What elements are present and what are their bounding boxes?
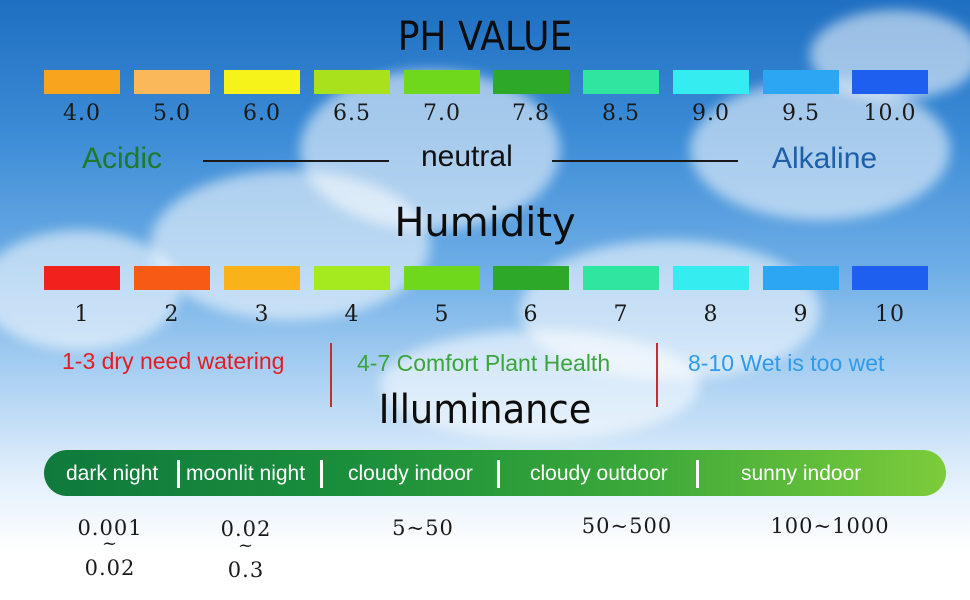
lux-range-moon-top: 0.02 [220,517,272,541]
humidity-swatch [673,266,749,290]
ph-value-label: 7.8 [512,101,550,126]
ph-swatch [224,70,300,94]
humidity-swatch [314,266,390,290]
lux-range-moon-bottom: 0.3 [227,558,265,582]
humidity-value-label: 7 [613,302,629,327]
lux-separator [177,460,180,488]
humidity-value-label: 3 [254,302,270,327]
illuminance-bar: dark night moonlit night cloudy indoor c… [44,450,946,496]
ph-value-label: 5.0 [153,101,191,126]
humidity-swatch [404,266,480,290]
humidity-swatch [493,266,569,290]
lux-segment-cloudy-indoor: cloudy indoor [348,462,473,485]
lux-range-dark-tilde: ~ [101,533,119,554]
humidity-title: Humidity [394,200,576,246]
humidity-swatch [852,266,928,290]
lux-range-cloudy-indoor: 5~50 [392,516,454,540]
lux-range-sunny-indoor: 100~1000 [770,514,890,538]
acidic-label: Acidic [82,142,163,175]
ph-swatch [404,70,480,94]
humidity-wet-label: 8-10 Wet is too wet [688,350,885,376]
lux-segment-cloudy-outdoor: cloudy outdoor [530,462,668,485]
neutral-label: neutral [421,140,513,173]
humidity-value-label: 5 [434,302,450,327]
cloud-decoration [380,330,700,440]
neutral-right-line [552,160,738,162]
humidity-dry-label: 1-3 dry need watering [62,348,285,374]
humidity-swatch [44,266,120,290]
ph-swatch [493,70,569,94]
humidity-divider [330,343,332,407]
humidity-swatch [224,266,300,290]
cloud-decoration [0,230,180,350]
lux-range-cloudy-outdoor: 50~500 [581,514,673,538]
ph-swatch [673,70,749,94]
humidity-divider [656,343,658,407]
lux-segment-dark-night: dark night [66,462,159,485]
ph-swatch [583,70,659,94]
humidity-comfort-label: 4-7 Comfort Plant Health [357,350,611,376]
lux-segment-moonlit-night: moonlit night [186,462,306,485]
ph-value-label: 6.5 [333,101,371,126]
humidity-value-label: 10 [875,302,905,327]
ph-value-label: 7.0 [423,101,461,126]
lux-separator [696,460,699,488]
lux-range-moon-tilde: ~ [237,535,255,556]
ph-value-label: 6.0 [243,101,281,126]
humidity-swatch [583,266,659,290]
humidity-value-label: 8 [703,302,719,327]
ph-swatch [134,70,210,94]
lux-separator [497,460,500,488]
ph-value-label: 9.5 [782,101,820,126]
illuminance-title: Illuminance [378,387,592,433]
ph-title: PH VALUE [397,14,573,60]
ph-swatch [44,70,120,94]
ph-swatch [852,70,928,94]
ph-value-label: 9.0 [692,101,730,126]
lux-segment-sunny-indoor: sunny indoor [741,462,862,485]
alkaline-label: Alkaline [772,142,878,175]
humidity-value-label: 1 [74,302,90,327]
ph-swatch [763,70,839,94]
humidity-swatch [763,266,839,290]
lux-separator [320,460,323,488]
lux-range-dark-bottom: 0.02 [84,556,136,580]
ph-value-label: 8.5 [602,101,640,126]
humidity-value-label: 2 [164,302,180,327]
ph-value-label: 4.0 [63,101,101,126]
ph-swatch [314,70,390,94]
humidity-value-label: 9 [793,302,809,327]
humidity-value-label: 6 [523,302,539,327]
humidity-value-label: 4 [344,302,360,327]
cloud-decoration [690,80,950,220]
lux-range-dark-top: 0.001 [77,516,143,540]
ph-value-label: 10.0 [863,101,917,126]
cloud-decoration [150,170,430,320]
humidity-swatch [134,266,210,290]
neutral-left-line [203,160,389,162]
